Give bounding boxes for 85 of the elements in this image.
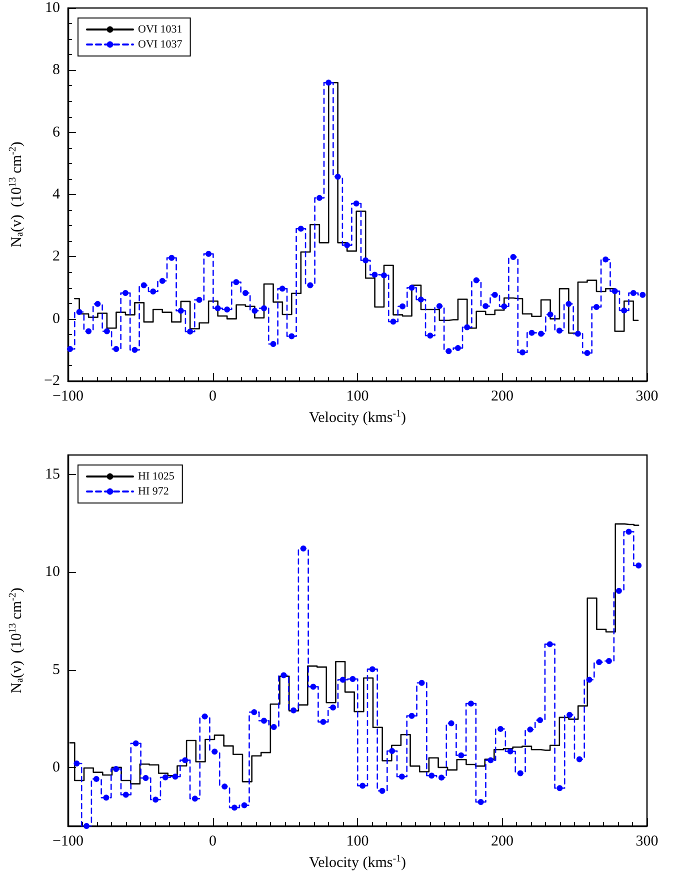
point — [330, 704, 336, 710]
point — [478, 798, 484, 805]
point — [132, 740, 139, 746]
point — [398, 774, 405, 780]
y-axis-title: Na(v) (1013 cm-2) — [8, 588, 26, 694]
y-tick-label: 0 — [52, 759, 60, 776]
point — [270, 724, 277, 730]
point — [616, 588, 622, 594]
point — [280, 672, 287, 678]
x-tick-label: 100 — [346, 388, 369, 404]
point — [556, 785, 563, 792]
point — [192, 796, 198, 802]
point — [320, 718, 326, 725]
x-tick-label: 200 — [491, 834, 514, 850]
point — [340, 676, 346, 683]
point — [122, 792, 129, 798]
point — [172, 774, 178, 780]
point — [84, 823, 90, 829]
legend-label: HI 1025 — [138, 470, 175, 482]
point — [389, 748, 396, 754]
x-tick-label: 0 — [209, 388, 216, 404]
y-axis-title: Na(v) (1013 cm-2) — [8, 142, 26, 248]
point — [310, 684, 316, 690]
y-tick-label: 10 — [45, 564, 60, 580]
point — [261, 718, 267, 724]
point — [369, 666, 376, 672]
point — [458, 752, 464, 758]
legend-label: HI 972 — [138, 486, 169, 498]
point — [379, 788, 386, 794]
point — [596, 659, 602, 666]
point — [517, 770, 524, 776]
point — [488, 757, 494, 764]
point — [626, 528, 632, 535]
point — [566, 712, 573, 718]
y-tick-label: 8 — [52, 62, 60, 78]
point — [498, 726, 504, 732]
y-tick-label: 6 — [52, 124, 60, 140]
y-tick-label: 0 — [52, 310, 60, 327]
point — [636, 562, 642, 569]
point — [408, 712, 415, 719]
point — [576, 756, 582, 762]
y-tick-label: 15 — [45, 466, 60, 483]
point — [251, 709, 258, 716]
point — [212, 748, 218, 755]
point — [74, 760, 80, 767]
x-tick-label: 300 — [636, 388, 658, 404]
point — [93, 776, 100, 782]
x-tick-label: 200 — [491, 388, 514, 404]
point — [142, 774, 149, 781]
point — [438, 774, 444, 781]
point — [468, 700, 474, 707]
point — [152, 796, 159, 803]
y-tick-label: −2 — [44, 373, 60, 389]
x-tick-label: 100 — [346, 834, 369, 850]
legend-label: OVI 1031 — [138, 24, 182, 36]
point — [428, 772, 435, 779]
y-tick-label: 5 — [52, 662, 60, 678]
y-tick-label: 4 — [52, 186, 60, 202]
point — [241, 802, 248, 808]
point — [546, 641, 553, 648]
legend-label: OVI 1037 — [138, 38, 183, 50]
x-tick-label: 0 — [209, 834, 216, 850]
point — [606, 658, 612, 664]
point — [586, 676, 592, 683]
point — [202, 713, 208, 720]
point — [537, 717, 544, 724]
point — [527, 726, 534, 733]
point — [222, 784, 228, 790]
point — [507, 748, 514, 754]
x-tick-label: −100 — [52, 388, 84, 404]
point — [300, 546, 306, 552]
point — [182, 757, 188, 764]
x-tick-label: 300 — [636, 834, 658, 850]
point — [113, 766, 120, 772]
y-tick-label: 2 — [52, 248, 60, 265]
x-tick-label: −100 — [52, 834, 84, 850]
y-tick-label: 10 — [45, 0, 60, 16]
point — [103, 794, 110, 801]
point — [448, 720, 454, 726]
point — [360, 782, 366, 789]
point — [231, 804, 238, 811]
point — [350, 676, 356, 682]
point — [290, 707, 297, 714]
point — [418, 680, 425, 686]
point — [162, 774, 168, 780]
